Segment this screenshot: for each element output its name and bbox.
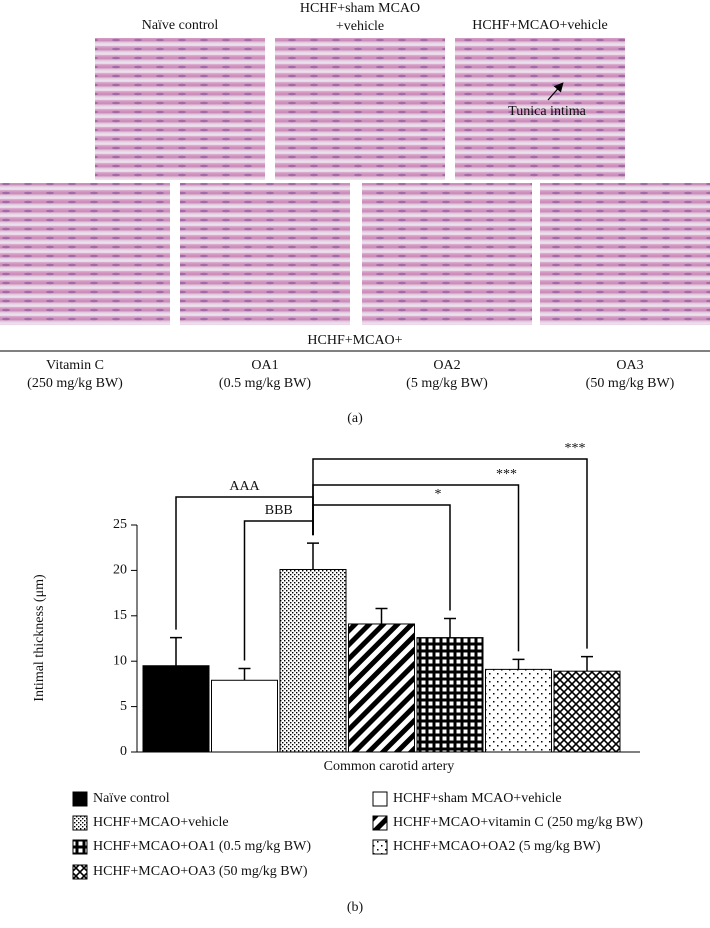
image-label: Naïve control xyxy=(142,18,219,33)
legend-label: HCHF+MCAO+vitamin C (250 mg/kg BW) xyxy=(393,815,643,830)
image-label: +vehicle xyxy=(336,19,384,34)
image-label: (250 mg/kg BW) xyxy=(27,376,123,391)
bar xyxy=(416,637,484,753)
micrograph xyxy=(95,38,265,180)
annotation-arrow xyxy=(547,82,564,101)
y-tick-label: 15 xyxy=(113,608,127,623)
legend-swatch xyxy=(372,839,388,855)
micrographs xyxy=(0,38,710,325)
image-label: HCHF+MCAO+vehicle xyxy=(472,18,608,33)
y-tick-label: 0 xyxy=(120,744,127,759)
legend-swatch xyxy=(72,839,88,855)
panel-caption: (b) xyxy=(347,900,364,915)
panel-caption: (a) xyxy=(347,411,363,426)
image-label: OA1 xyxy=(251,358,278,373)
significance-label: AAA xyxy=(229,479,260,494)
significance-bracket xyxy=(312,458,588,649)
error-bar xyxy=(238,667,251,681)
legend-swatch xyxy=(372,815,388,831)
error-bar xyxy=(444,617,456,638)
legend-swatch xyxy=(372,791,388,807)
error-bar xyxy=(581,655,593,672)
bar xyxy=(279,568,347,753)
legend-label: HCHF+MCAO+OA3 (50 mg/kg BW) xyxy=(93,864,308,879)
y-tick-label: 25 xyxy=(113,517,127,532)
significance-label: * xyxy=(435,487,442,502)
y-tick-label: 5 xyxy=(120,699,127,714)
image-label: OA3 xyxy=(616,358,643,373)
micrograph xyxy=(275,38,445,180)
legend-label: HCHF+MCAO+vehicle xyxy=(93,815,229,830)
x-axis-label: Common carotid artery xyxy=(324,759,455,774)
legend-label: HCHF+sham MCAO+vehicle xyxy=(393,791,562,806)
legend-swatch xyxy=(72,791,88,807)
y-tick-label: 10 xyxy=(113,653,127,668)
bar xyxy=(211,679,278,753)
y-axis-label: Intimal thickness (μm) xyxy=(32,574,47,702)
legend-label: HCHF+MCAO+OA1 (0.5 mg/kg BW) xyxy=(93,839,311,854)
group-label: HCHF+MCAO+ xyxy=(307,333,402,348)
significance-label: *** xyxy=(565,441,586,456)
bar xyxy=(348,623,415,753)
micrograph xyxy=(0,183,170,325)
image-label: Vitamin C xyxy=(46,358,104,373)
image-label: (0.5 mg/kg BW) xyxy=(219,376,311,391)
micrograph xyxy=(540,183,710,325)
image-label: (5 mg/kg BW) xyxy=(406,376,488,391)
image-label: HCHF+sham MCAO xyxy=(300,1,420,16)
significance-label: *** xyxy=(496,467,517,482)
bar xyxy=(553,670,621,753)
micrograph xyxy=(362,183,532,325)
significance-label: BBB xyxy=(265,503,293,518)
error-bar xyxy=(307,542,319,570)
bar xyxy=(142,665,210,753)
image-label: OA2 xyxy=(433,358,460,373)
image-label: (50 mg/kg BW) xyxy=(586,376,675,391)
annotation: Tunica intima xyxy=(508,104,586,119)
error-bar xyxy=(512,658,525,670)
legend-swatch xyxy=(72,815,88,831)
legend-label: HCHF+MCAO+OA2 (5 mg/kg BW) xyxy=(393,839,601,854)
error-bar xyxy=(170,636,182,666)
micrograph xyxy=(455,38,625,180)
y-tick-label: 20 xyxy=(113,563,127,578)
error-bar xyxy=(375,607,388,624)
legend-label: Naïve control xyxy=(93,791,170,806)
legend-swatch xyxy=(72,864,88,880)
micrograph xyxy=(180,183,350,325)
bar xyxy=(485,668,552,753)
